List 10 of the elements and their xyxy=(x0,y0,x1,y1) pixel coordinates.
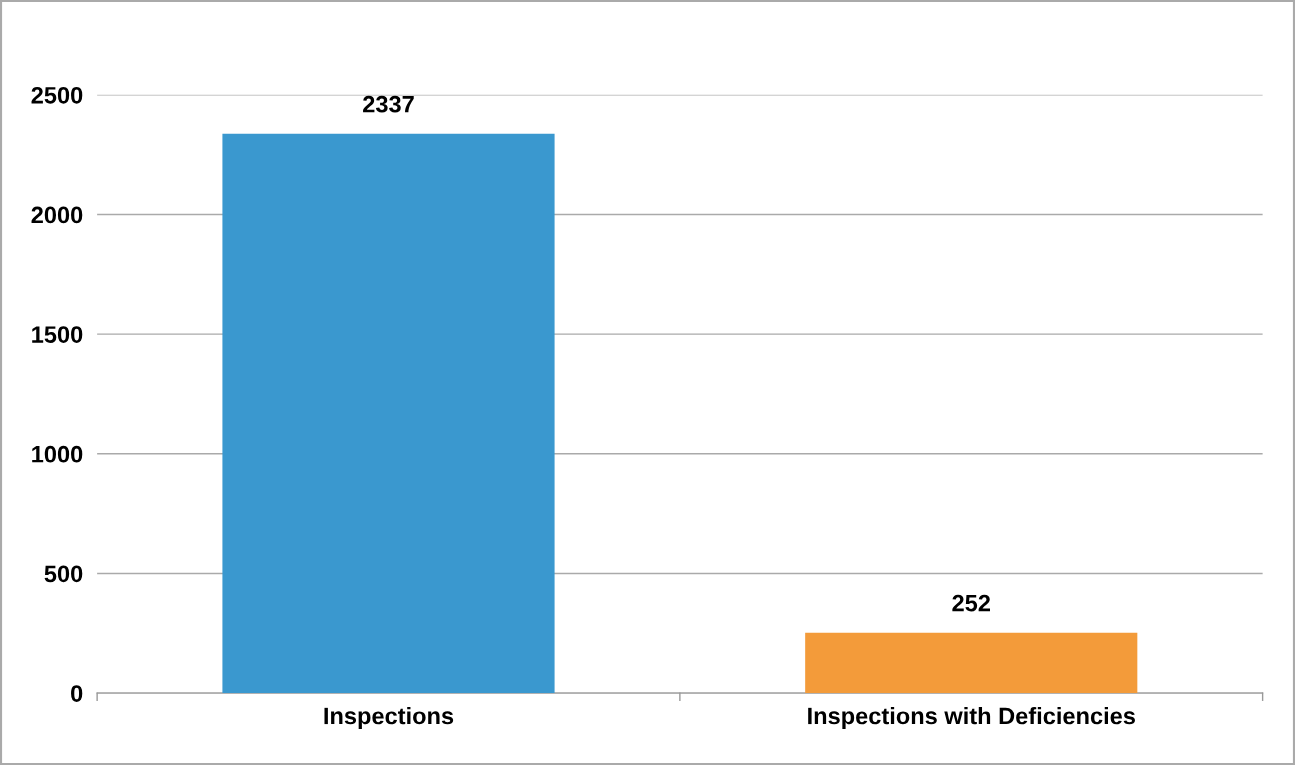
y-tick-label: 0 xyxy=(71,685,83,702)
x-tick-label: Inspections xyxy=(324,706,454,729)
data-label: 2337 xyxy=(363,95,414,113)
y-tick-label: 1000 xyxy=(32,445,83,463)
y-tick-label: 2500 xyxy=(31,86,83,104)
y-tick-label: 500 xyxy=(44,565,83,583)
data-label: 252 xyxy=(952,594,990,612)
y-tick-label: 1500 xyxy=(32,326,83,343)
y-tick-label: 2000 xyxy=(31,206,83,224)
x-tick-label: Inspections with Deficiencies xyxy=(808,706,1135,729)
